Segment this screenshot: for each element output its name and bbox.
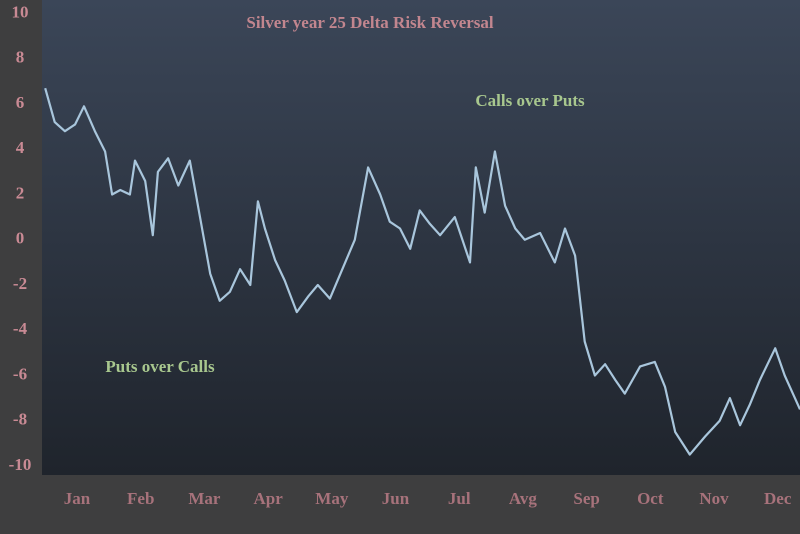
x-tick-label: Feb — [127, 489, 154, 508]
y-tick-label: 0 — [16, 229, 25, 248]
plot-area — [42, 0, 800, 475]
y-tick-label: -10 — [9, 455, 32, 474]
y-tick-label: -6 — [13, 364, 27, 383]
x-tick-label: Nov — [699, 489, 729, 508]
line — [44, 87, 800, 456]
x-tick-label: Jun — [382, 489, 410, 508]
x-tick-label: Jul — [448, 489, 471, 508]
y-tick-label: 4 — [16, 138, 25, 157]
annotation: Puts over Calls — [105, 357, 215, 376]
y-tick-label: 2 — [16, 183, 25, 202]
x-tick-label: Oct — [637, 489, 664, 508]
x-tick-label: Jan — [64, 489, 91, 508]
x-tick-label: Dec — [764, 489, 792, 508]
annotation: Calls over Puts — [475, 91, 585, 110]
y-tick-label: 6 — [16, 93, 25, 112]
x-tick-label: Apr — [253, 489, 283, 508]
y-tick-label: 10 — [12, 2, 29, 21]
x-tick-label: Avg — [509, 489, 538, 508]
y-tick-label: -8 — [13, 410, 27, 429]
y-tick-label: -4 — [13, 319, 28, 338]
x-tick-label: Sep — [573, 489, 599, 508]
y-tick-label: 8 — [16, 48, 25, 67]
chart-title: Silver year 25 Delta Risk Reversal — [246, 13, 494, 32]
x-tick-label: Mar — [188, 489, 221, 508]
y-tick-label: -2 — [13, 274, 27, 293]
x-tick-label: May — [315, 489, 349, 508]
